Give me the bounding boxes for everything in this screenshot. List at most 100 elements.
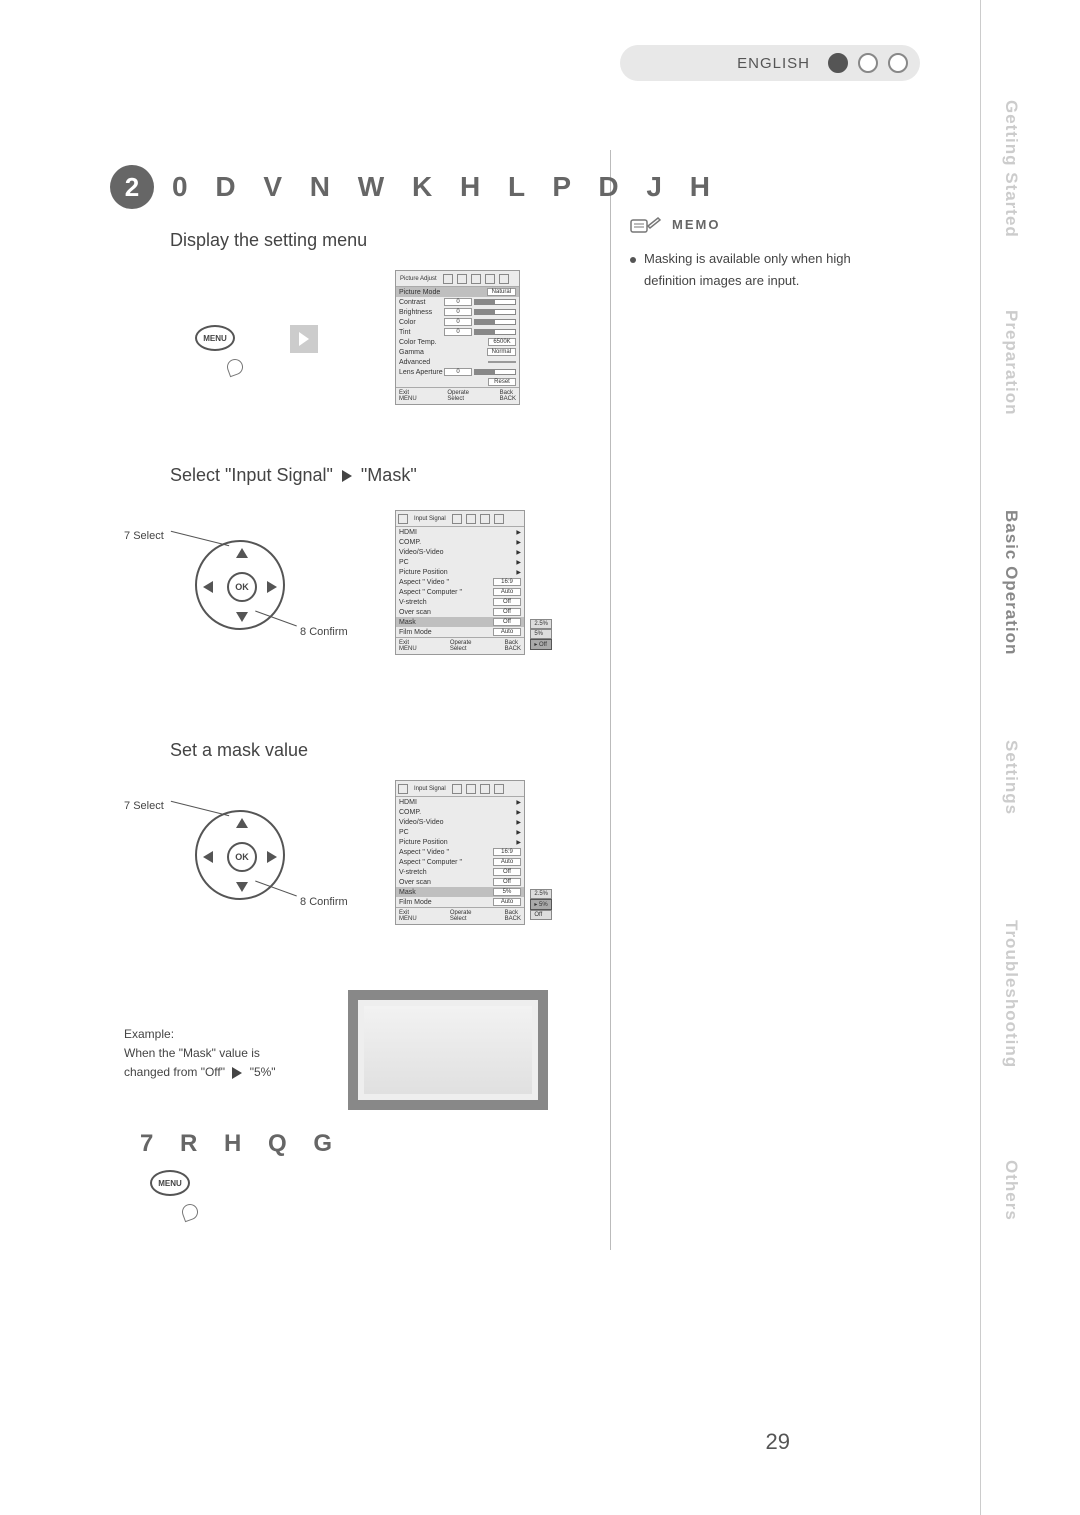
osd-submenu-item: ▸ Off: [530, 639, 552, 650]
tab-icon: [485, 274, 495, 284]
osd-footer: ExitMENU OperateSelect BackBACK: [396, 637, 524, 654]
osd-tab-row: Input Signal: [396, 511, 524, 527]
tab-icon: [443, 274, 453, 284]
step-display-menu: Display the setting menu: [170, 230, 367, 251]
step-number-badge: 2: [110, 165, 154, 209]
menu-button-press-end: MENU: [150, 1170, 194, 1214]
tab-icon: [457, 274, 467, 284]
section-heading: 2 0 D V N W K H L P D J H: [110, 165, 720, 209]
tab-icon: [398, 514, 408, 524]
menu-button-press: MENU: [195, 325, 239, 369]
osd-row: Reset: [396, 377, 519, 387]
step-select-mask: Select "Input Signal" "Mask": [170, 465, 417, 486]
osd-row: Picture Position▶: [396, 837, 524, 847]
osd2-title: Input Signal: [412, 515, 448, 523]
dpad-down-icon: [236, 612, 248, 622]
osd-row: Tint0: [396, 327, 519, 337]
tab-preparation: Preparation: [1001, 310, 1021, 415]
dpad-right-icon: [267, 851, 277, 863]
osd-footer: ExitMENU OperateSelect BackBACK: [396, 387, 519, 404]
tab-icon: [480, 514, 490, 524]
osd-row: Video/S-Video▶: [396, 817, 524, 827]
osd-row: Brightness0: [396, 307, 519, 317]
tab-basic-operation: Basic Operation: [1001, 510, 1021, 655]
tab-icon: [494, 514, 504, 524]
osd-row: Film ModeAuto: [396, 627, 524, 637]
lang-dot-1: [828, 53, 848, 73]
example-line1: Example:: [124, 1025, 276, 1044]
osd-row: Aspect " Video "16:9: [396, 847, 524, 857]
osd-row: Lens Aperture0: [396, 367, 519, 377]
osd-row: V-stretchOff: [396, 867, 524, 877]
osd-submenu-item: ▸ 5%: [530, 899, 552, 910]
lang-dot-3: [888, 53, 908, 73]
ok-button: OK: [227, 842, 257, 872]
osd-submenu-item: Off: [530, 910, 552, 920]
osd-row: PC▶: [396, 827, 524, 837]
example-line2: When the "Mask" value is: [124, 1044, 276, 1063]
osd-row: Contrast0: [396, 297, 519, 307]
arrow-right-icon: [299, 332, 309, 346]
osd-row: Over scanOff: [396, 877, 524, 887]
step2-prefix: Select "Input Signal": [170, 465, 333, 485]
ok-button: OK: [227, 572, 257, 602]
osd-row: Picture Position▶: [396, 567, 524, 577]
menu-button-icon: MENU: [150, 1170, 190, 1196]
osd1-title: Picture Adjust: [398, 275, 439, 283]
tab-icon: [480, 784, 490, 794]
bullet-icon: [630, 257, 636, 263]
osd-tab-row: Picture Adjust: [396, 271, 519, 287]
dpad-down-icon: [236, 882, 248, 892]
column-divider: [610, 150, 611, 1250]
dpad-up-icon: [236, 548, 248, 558]
step-set-mask: Set a mask value: [170, 740, 308, 761]
tab-icon: [452, 514, 462, 524]
osd-row: Advanced: [396, 357, 519, 367]
to-end-heading: 7 R H Q G: [140, 1130, 342, 1158]
osd-row: Video/S-Video▶: [396, 547, 524, 557]
example-text: Example: When the "Mask" value is change…: [124, 1025, 276, 1083]
memo-heading-text: MEMO: [672, 217, 720, 232]
osd-row: Aspect " Computer "Auto: [396, 857, 524, 867]
tab-icon: [452, 784, 462, 794]
osd-row: Color Temp.6500K: [396, 337, 519, 347]
osd-row: COMP.▶: [396, 807, 524, 817]
tv-screen-example: [348, 990, 548, 1110]
osd-row: COMP.▶: [396, 537, 524, 547]
arrow-right-icon: [232, 1067, 242, 1079]
dpad-left-icon: [203, 851, 213, 863]
tab-icon: [499, 274, 509, 284]
tab-icon: [471, 274, 481, 284]
osd-input-signal-2: Input Signal HDMI▶COMP.▶Video/S-Video▶PC…: [395, 780, 525, 925]
arrow-right-icon: [342, 470, 352, 482]
osd-input-signal-1: Input Signal HDMI▶COMP.▶Video/S-Video▶PC…: [395, 510, 525, 655]
finger-icon: [180, 1202, 201, 1223]
finger-icon: [225, 357, 246, 378]
select-label: 7 Select: [124, 530, 164, 542]
section-title: 0 D V N W K H L P D J H: [172, 171, 720, 203]
osd-row: PC▶: [396, 557, 524, 567]
tab-getting-started: Getting Started: [1001, 100, 1021, 238]
osd-row: MaskOff: [396, 617, 524, 627]
language-label: ENGLISH: [737, 55, 810, 72]
osd-row: Film ModeAuto: [396, 897, 524, 907]
memo-text: Masking is available only when high defi…: [630, 248, 851, 292]
memo-icon: [630, 214, 664, 234]
memo-heading: MEMO: [630, 214, 851, 234]
tab-icon: [494, 784, 504, 794]
menu-button-icon: MENU: [195, 325, 235, 351]
dpad-left-icon: [203, 581, 213, 593]
tab-icon: [466, 514, 476, 524]
dpad-right-icon: [267, 581, 277, 593]
arrow-box: [290, 325, 318, 353]
page-number: 29: [766, 1429, 790, 1455]
confirm-label: 8 Confirm: [300, 626, 348, 638]
step2-suffix: "Mask": [361, 465, 417, 485]
osd-picture-adjust: Picture Adjust Picture ModeNaturalContra…: [395, 270, 520, 405]
lang-dot-2: [858, 53, 878, 73]
language-bar: ENGLISH: [620, 45, 920, 81]
osd-row: Color0: [396, 317, 519, 327]
side-tabs: Getting Started Preparation Basic Operat…: [980, 0, 1080, 1515]
tab-settings: Settings: [1001, 740, 1021, 815]
tab-others: Others: [1001, 1160, 1021, 1221]
